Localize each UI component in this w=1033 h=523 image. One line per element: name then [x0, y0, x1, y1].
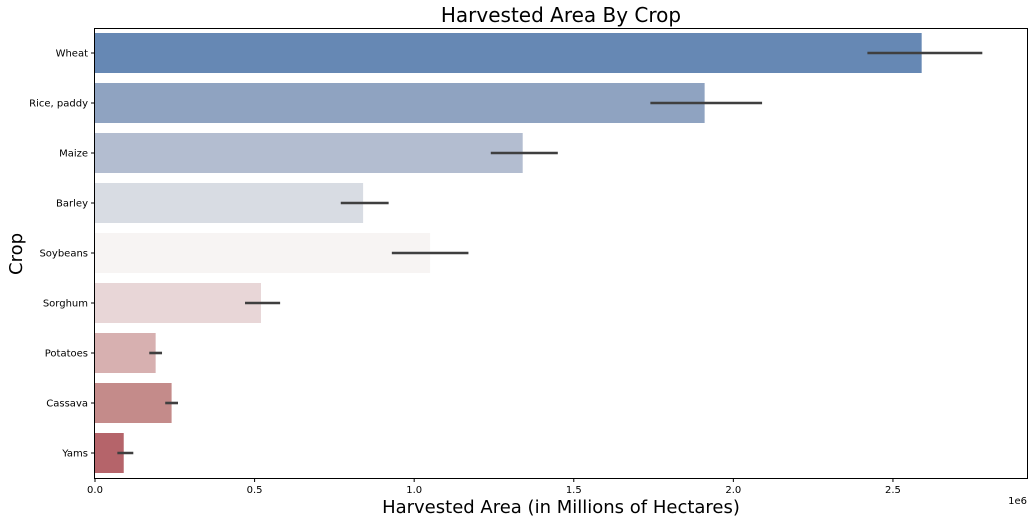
y-tick-label-wheat: Wheat — [56, 49, 89, 60]
error-bars-layer — [117, 51, 983, 455]
bar-wheat — [95, 33, 922, 73]
y-tick-label-sorghum: Sorghum — [43, 299, 88, 310]
x-tick-label: 2.0 — [725, 485, 741, 496]
plot-frame — [94, 28, 1028, 479]
x-tick-label: 1.0 — [406, 485, 422, 496]
bar-sorghum — [95, 283, 261, 323]
x-tick-label: 0.5 — [247, 485, 263, 496]
bar-potatoes — [95, 333, 156, 373]
x-axis-ticks: 0.0 0.5 1.0 1.5 2.0 2.5 — [87, 478, 901, 496]
bar-rice-paddy — [95, 83, 705, 123]
x-tick-label: 0.0 — [87, 485, 103, 496]
bar-soybeans — [95, 233, 431, 273]
x-axis-title: Harvested Area (in Millions of Hectares) — [382, 497, 740, 518]
y-tick-label-barley: Barley — [56, 199, 88, 210]
bars-layer — [95, 33, 922, 473]
bar-barley — [95, 183, 364, 223]
y-tick-label-potatoes: Potatoes — [45, 349, 88, 360]
y-axis-ticks: Wheat Rice, paddy Maize Barley Soybeans Sorgh… — [29, 49, 95, 460]
y-tick-label-yams: Yams — [61, 449, 88, 460]
y-tick-label-soybeans: Soybeans — [39, 249, 88, 260]
x-tick-label: 1.5 — [566, 485, 582, 496]
x-axis-offset-label: 1e6 — [1008, 496, 1027, 507]
x-tick-label: 2.5 — [885, 485, 901, 496]
y-axis-title: Crop — [6, 233, 27, 275]
y-tick-label-rice-paddy: Rice, paddy — [29, 99, 88, 110]
y-tick-label-maize: Maize — [59, 149, 88, 160]
bar-maize — [95, 133, 523, 173]
chart-title: Harvested Area By Crop — [441, 3, 681, 27]
y-tick-label-cassava: Cassava — [46, 399, 88, 410]
bar-cassava — [95, 383, 172, 423]
